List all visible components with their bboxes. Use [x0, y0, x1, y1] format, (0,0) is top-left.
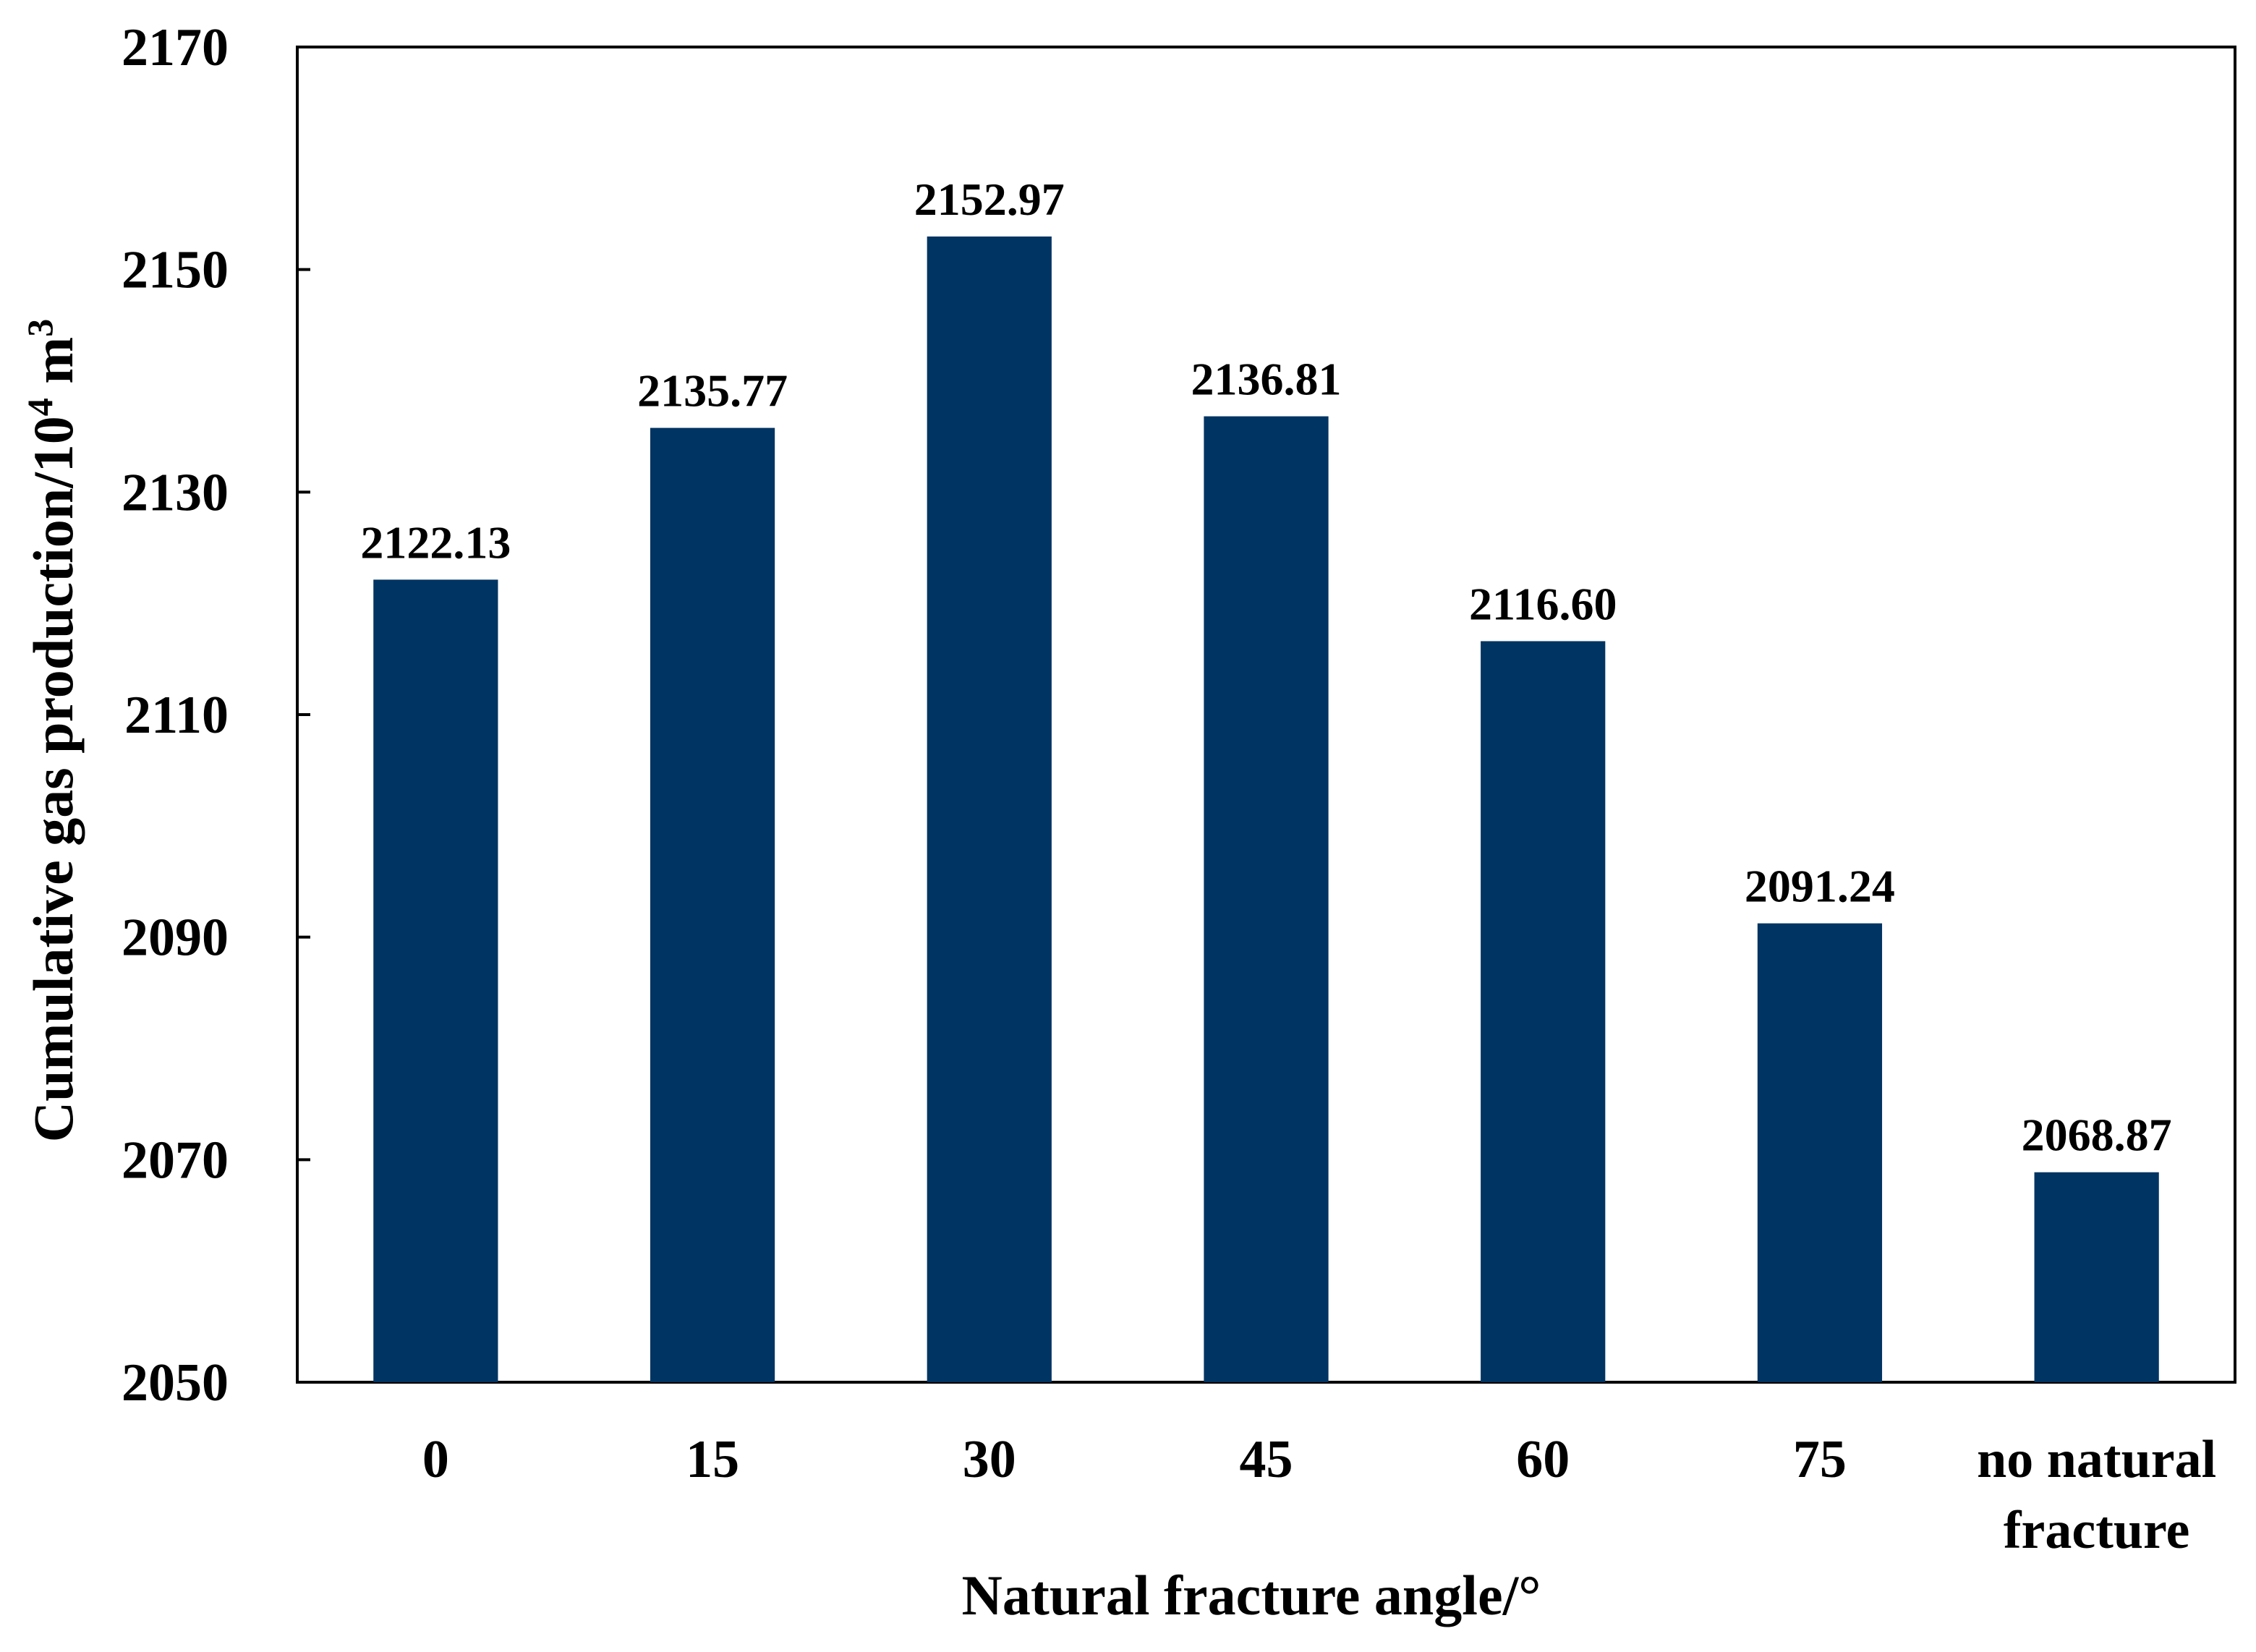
bar [650, 427, 775, 1382]
bar-value-label: 2152.97 [914, 174, 1065, 225]
x-tick-label: no natural fracture [1977, 1430, 2216, 1560]
bar [1757, 923, 1883, 1382]
bar [2034, 1172, 2159, 1382]
y-axis-title-exponent: 4 [20, 398, 60, 416]
y-tick-label: 2070 [122, 1131, 229, 1190]
y-tick-label: 2110 [124, 686, 229, 745]
x-tick-label: 45 [1240, 1430, 1293, 1489]
x-tick-label-line: 75 [1793, 1430, 1847, 1489]
y-tick-label: 2050 [122, 1353, 229, 1413]
y-tick-label: 2170 [122, 18, 229, 77]
x-tick-label: 30 [963, 1430, 1016, 1489]
x-tick-label-line: 15 [686, 1430, 739, 1489]
y-tick-label: 2090 [122, 908, 229, 968]
x-tick-label-line: 45 [1240, 1430, 1293, 1489]
bar-value-label: 2116.60 [1469, 578, 1617, 629]
x-tick-label: 15 [686, 1430, 739, 1489]
bar [927, 236, 1052, 1383]
y-axis: 2050 2070 2090 2110 2130 2150 2170 [122, 18, 310, 1413]
x-tick-label: 75 [1793, 1430, 1847, 1489]
x-tick-label-line: 0 [422, 1430, 449, 1489]
x-tick-label-line: 30 [963, 1430, 1016, 1489]
x-tick-label: 0 [422, 1430, 449, 1489]
bar-value-label: 2068.87 [2022, 1110, 2172, 1161]
x-axis-title: Natural fracture angle/° [962, 1564, 1541, 1627]
y-tick-label: 2130 [122, 463, 229, 522]
x-tick-label-line: 60 [1516, 1430, 1570, 1489]
y-axis-title-unit-exponent: 3 [20, 319, 60, 337]
x-tick-label-line: fracture [2004, 1501, 2189, 1560]
bars: 2122.13 2135.77 2152.97 2136.81 2116.60 2091.… [360, 174, 2172, 1383]
bar [373, 579, 498, 1382]
bar-value-label: 2122.13 [360, 516, 511, 568]
bar [1481, 641, 1606, 1382]
x-tick-label: 60 [1516, 1430, 1570, 1489]
y-axis-title: Cumulative gas production/104 m3 [20, 319, 85, 1143]
y-axis-title-unit: m [22, 337, 85, 398]
y-tick-label: 2150 [122, 241, 229, 300]
bar-value-label: 2136.81 [1191, 354, 1342, 405]
x-tick-label-line: no natural [1977, 1430, 2216, 1489]
y-axis-title-prefix: Cumulative gas production/10 [22, 416, 85, 1142]
x-axis: 0 15 30 45 60 75 no natural fracture [422, 1430, 2216, 1560]
bar-value-label: 2135.77 [637, 365, 788, 417]
bar-value-label: 2091.24 [1745, 861, 1895, 912]
bar [1204, 416, 1329, 1383]
